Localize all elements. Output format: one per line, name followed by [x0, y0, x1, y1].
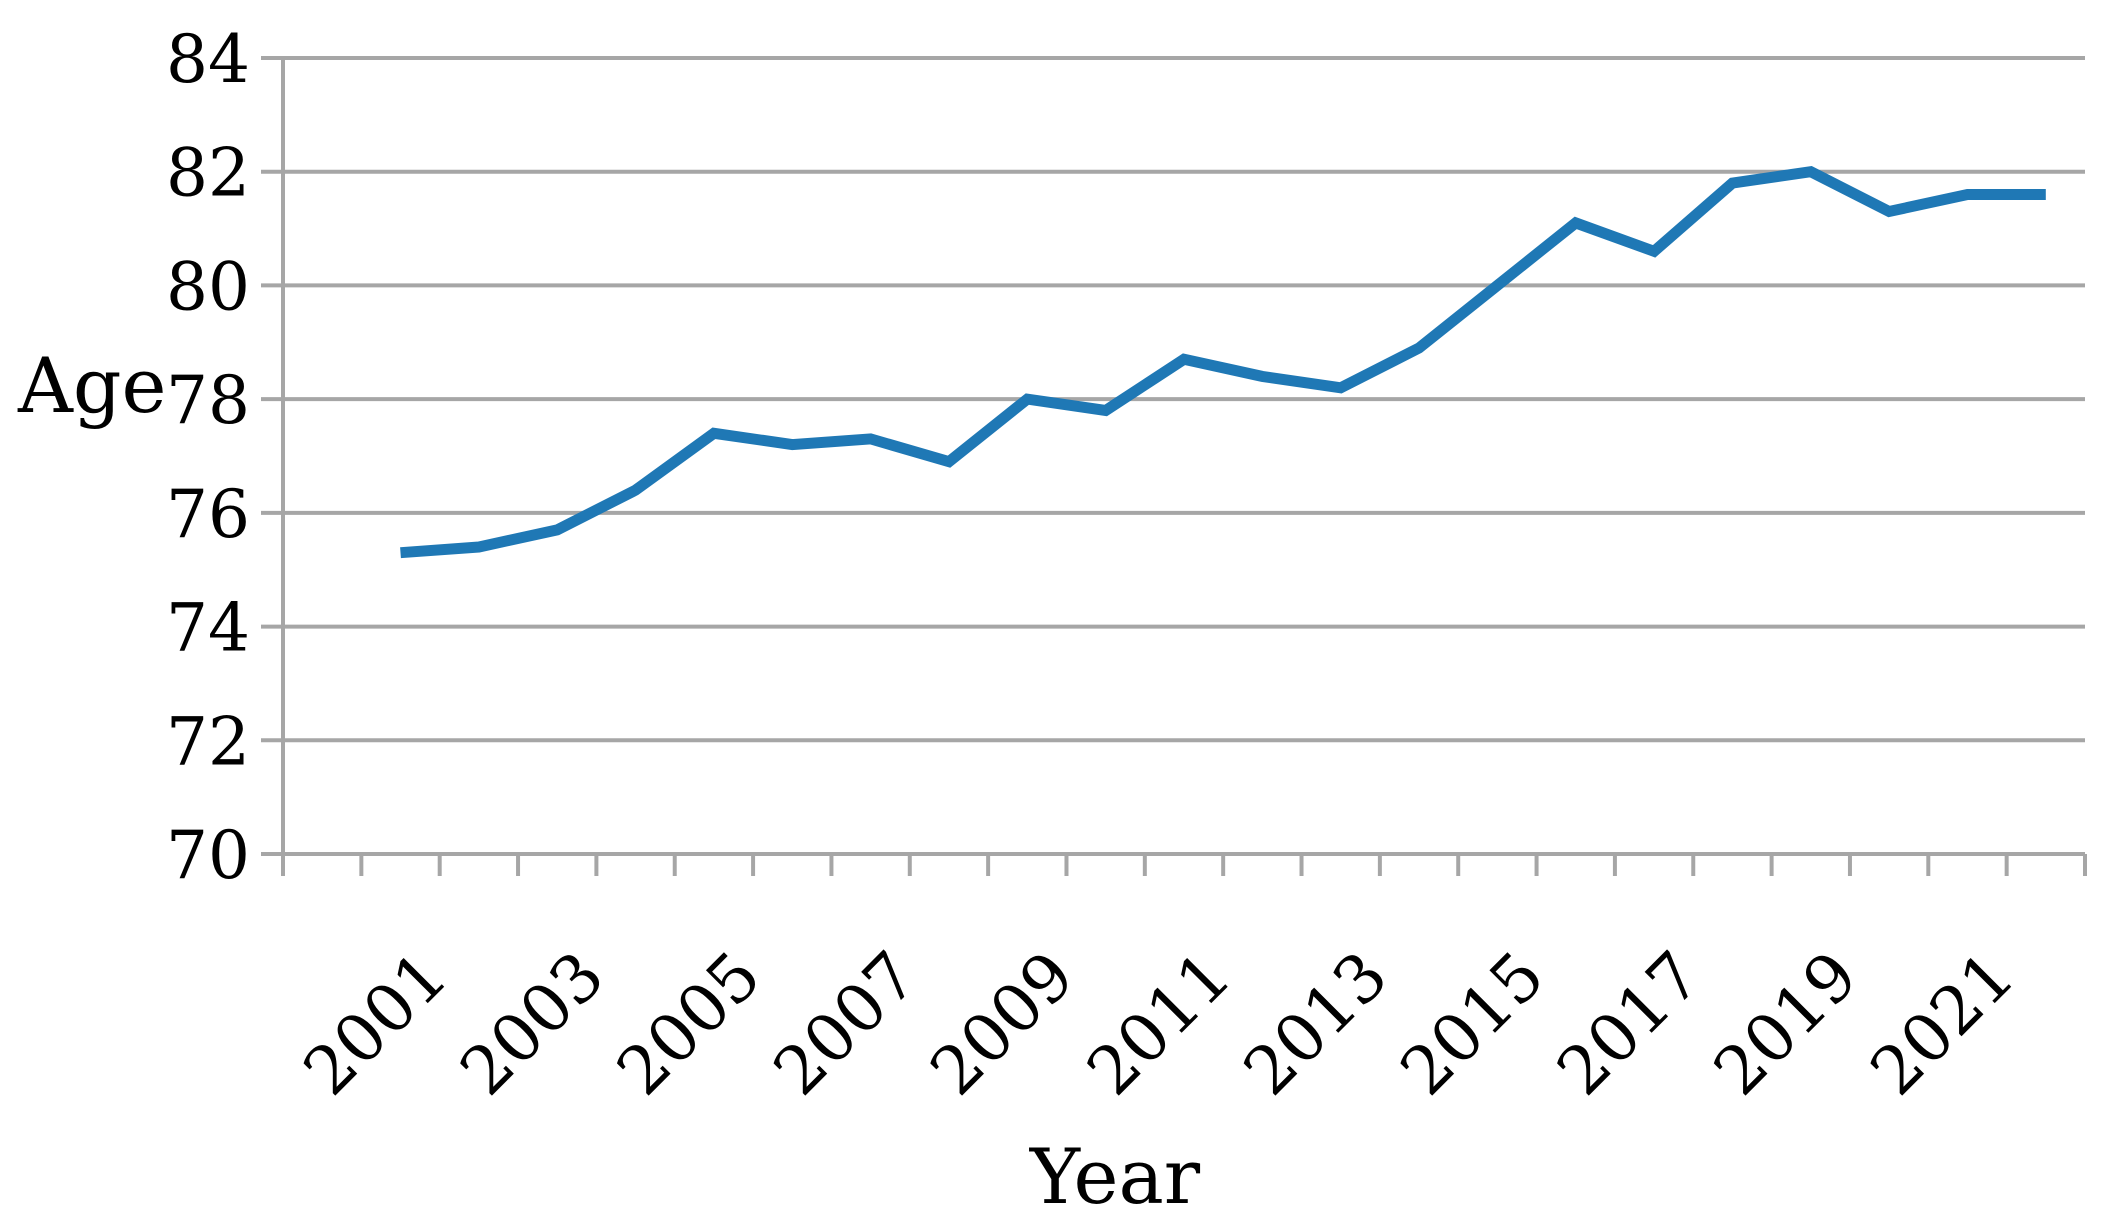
x-tick-label-2009: 2009: [916, 937, 1089, 1110]
y-tick-label-74: 74: [166, 590, 250, 667]
x-tick-label-2007: 2007: [759, 937, 932, 1110]
x-tick-label-2019: 2019: [1699, 937, 1872, 1110]
x-axis-title: Year: [1029, 1132, 1201, 1221]
x-tick-label-2015: 2015: [1386, 937, 1559, 1110]
x-tick-label-2011: 2011: [1072, 937, 1245, 1110]
y-tick-label-80: 80: [166, 248, 250, 325]
y-tick-label-70: 70: [166, 817, 250, 894]
y-tick-label-82: 82: [166, 135, 250, 212]
y-axis-title: Age: [17, 341, 167, 430]
axis-lines: [281, 58, 2085, 876]
age-line-series: [400, 166, 2046, 559]
gridlines: [261, 56, 2085, 856]
y-axis-tick-labels: 70 72 74 76 78 80 82 84: [166, 21, 250, 894]
x-tick-label-2013: 2013: [1229, 937, 1402, 1110]
y-tick-label-76: 76: [166, 476, 250, 553]
x-tick-label-2017: 2017: [1543, 937, 1716, 1110]
x-tick-label-2021: 2021: [1856, 937, 2029, 1110]
x-tick-label-2003: 2003: [446, 937, 619, 1110]
y-tick-label-78: 78: [166, 362, 250, 439]
y-tick-label-72: 72: [166, 703, 250, 780]
x-tick-label-2001: 2001: [289, 937, 462, 1110]
y-tick-label-84: 84: [166, 21, 250, 98]
x-axis-ticks: [281, 854, 2087, 876]
x-tick-label-2005: 2005: [602, 937, 775, 1110]
x-axis-tick-labels: 2001200320052007200920112013201520172019…: [289, 937, 2029, 1110]
